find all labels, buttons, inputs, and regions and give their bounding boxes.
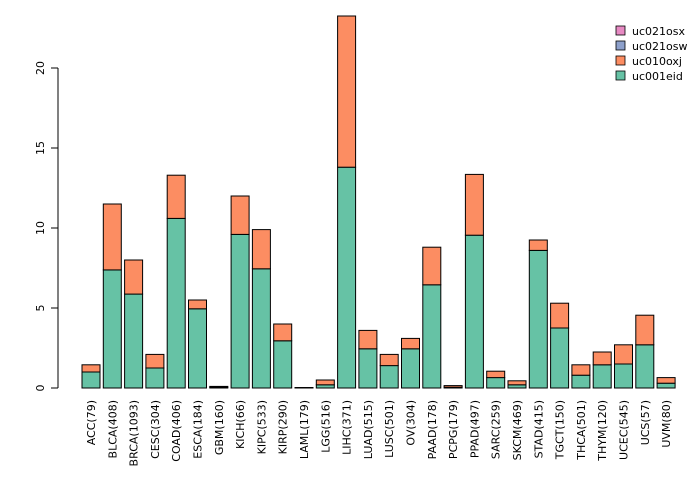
x-tick-label: SARC(259) bbox=[490, 400, 503, 459]
bar-uc010oxj bbox=[572, 365, 590, 375]
x-tick-label: CESC(304) bbox=[149, 400, 162, 459]
legend-label: uc021osx bbox=[632, 25, 685, 38]
bar-uc001eid bbox=[82, 372, 100, 388]
y-tick-label: 5 bbox=[34, 305, 47, 312]
x-tick-label: UVM(80) bbox=[660, 400, 673, 448]
x-tick-label: PAAD(178) bbox=[426, 400, 439, 459]
x-tick-label: PPAD(497) bbox=[468, 400, 481, 458]
bar-uc001eid bbox=[338, 167, 356, 388]
x-tick-label: TGCT(150) bbox=[554, 400, 567, 460]
bar-uc010oxj bbox=[274, 324, 292, 341]
legend-swatch bbox=[616, 41, 625, 50]
bar-uc001eid bbox=[572, 375, 590, 388]
bar-uc001eid bbox=[636, 345, 654, 388]
bar-uc010oxj bbox=[402, 338, 420, 348]
y-tick-label: 20 bbox=[34, 61, 47, 75]
bar-uc001eid bbox=[103, 270, 121, 388]
bar-uc001eid bbox=[359, 349, 377, 388]
bar-uc001eid bbox=[487, 378, 505, 388]
bar-uc010oxj bbox=[82, 365, 100, 372]
x-tick-label: LIHC(371) bbox=[341, 400, 354, 455]
bar-uc001eid bbox=[125, 294, 143, 388]
x-tick-label: OV(304) bbox=[405, 400, 418, 446]
bar-uc010oxj bbox=[487, 371, 505, 377]
x-tick-label: PCPG(179) bbox=[447, 400, 460, 459]
bar-uc010oxj bbox=[252, 230, 270, 269]
x-tick-label: KIPC(533) bbox=[255, 400, 268, 454]
x-tick-label: COAD(406) bbox=[170, 400, 183, 462]
bar-uc010oxj bbox=[380, 354, 398, 365]
bar-uc001eid bbox=[274, 341, 292, 388]
bar-uc001eid bbox=[423, 285, 441, 388]
x-tick-label: KIRP(290) bbox=[277, 400, 290, 454]
x-tick-label: LUSC(501) bbox=[383, 400, 396, 458]
bar-uc010oxj bbox=[423, 247, 441, 285]
x-tick-label: LUAD(515) bbox=[362, 400, 375, 459]
bar-uc010oxj bbox=[338, 16, 356, 167]
x-tick-label: ACC(79) bbox=[85, 400, 98, 445]
bar-uc010oxj bbox=[657, 378, 675, 384]
bar-uc010oxj bbox=[146, 354, 164, 368]
bar-uc010oxj bbox=[593, 352, 611, 365]
legend-swatch bbox=[616, 56, 625, 65]
bar-uc001eid bbox=[146, 368, 164, 388]
x-tick-label: UCS(57) bbox=[639, 400, 652, 445]
legend-label: uc021osw bbox=[632, 40, 687, 53]
x-tick-label: LGG(516) bbox=[319, 400, 332, 453]
bar-uc010oxj bbox=[636, 315, 654, 345]
bar-uc001eid bbox=[252, 269, 270, 388]
bar-uc010oxj bbox=[231, 196, 249, 234]
legend-swatch bbox=[616, 71, 625, 80]
bar-uc001eid bbox=[402, 349, 420, 388]
y-tick-label: 15 bbox=[34, 141, 47, 155]
x-tick-label: BLCA(408) bbox=[106, 400, 119, 458]
bar-uc001eid bbox=[380, 366, 398, 388]
y-tick-label: 0 bbox=[34, 385, 47, 392]
x-tick-label: STAD(415) bbox=[532, 400, 545, 458]
bar-uc001eid bbox=[657, 383, 675, 388]
bar-uc001eid bbox=[167, 218, 185, 388]
legend-label: uc001eid bbox=[632, 70, 683, 83]
bar-uc010oxj bbox=[316, 380, 334, 385]
bar-uc010oxj bbox=[210, 386, 228, 387]
y-tick-label: 10 bbox=[34, 221, 47, 235]
bar-uc001eid bbox=[615, 364, 633, 388]
bar-uc010oxj bbox=[615, 345, 633, 364]
bar-uc010oxj bbox=[189, 300, 207, 309]
bar-uc001eid bbox=[529, 250, 547, 388]
bar-uc010oxj bbox=[529, 240, 547, 250]
bar-uc010oxj bbox=[103, 204, 121, 270]
x-tick-label: ESCA(184) bbox=[192, 400, 205, 459]
bar-uc001eid bbox=[551, 328, 569, 388]
x-tick-label: UCEC(545) bbox=[618, 400, 631, 460]
legend-swatch bbox=[616, 26, 625, 35]
bar-uc010oxj bbox=[551, 303, 569, 328]
x-tick-label: THYM(120) bbox=[596, 400, 609, 462]
bar-uc001eid bbox=[465, 235, 483, 388]
bar-uc001eid bbox=[189, 309, 207, 388]
bar-uc010oxj bbox=[465, 174, 483, 235]
bar-uc001eid bbox=[593, 365, 611, 388]
bar-uc010oxj bbox=[444, 386, 462, 388]
bar-uc010oxj bbox=[508, 381, 526, 385]
x-tick-label: GBM(160) bbox=[213, 400, 226, 455]
x-tick-label: THCA(501) bbox=[575, 400, 588, 461]
x-tick-label: KICH(66) bbox=[234, 400, 247, 449]
x-tick-label: LAML(179) bbox=[298, 400, 311, 459]
x-tick-label: BRCA(1093) bbox=[128, 400, 141, 466]
bar-uc001eid bbox=[231, 234, 249, 388]
legend-label: uc010oxj bbox=[632, 55, 682, 68]
bar-uc010oxj bbox=[167, 175, 185, 218]
bar-uc010oxj bbox=[359, 330, 377, 348]
bar-uc010oxj bbox=[125, 260, 143, 294]
x-tick-label: SKCM(469) bbox=[511, 400, 524, 460]
